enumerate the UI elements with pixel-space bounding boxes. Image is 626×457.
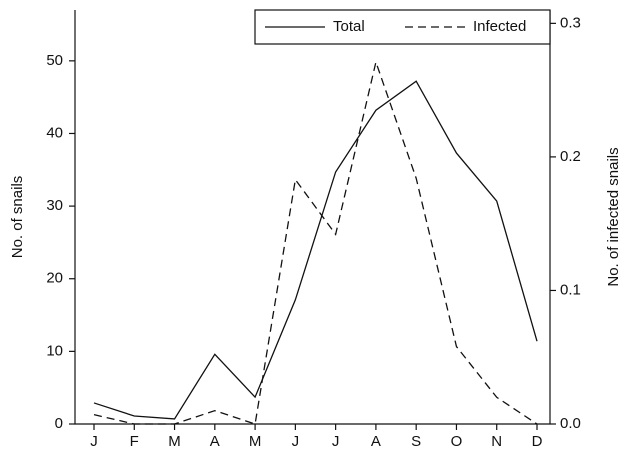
y-axis-label: No. of snails (9, 176, 26, 259)
y-tick-label: 50 (46, 52, 63, 69)
x-tick-label: N (491, 433, 502, 450)
x-tick-label: J (90, 433, 98, 450)
series-line (93, 59, 538, 425)
x-tick-label: A (210, 433, 220, 450)
y-tick-label: 30 (46, 197, 63, 214)
x-tick-label: F (130, 433, 139, 450)
x-tick-label: J (292, 433, 300, 450)
x-tick-label: M (168, 433, 181, 450)
legend-label: Infected (473, 18, 526, 35)
y2-tick-label: 0.3 (560, 14, 581, 31)
y2-tick-label: 0.1 (560, 281, 581, 298)
x-tick-label: A (371, 433, 381, 450)
y2-tick-label: 0.0 (560, 415, 581, 432)
x-tick-label: D (532, 433, 543, 450)
y-tick-label: 40 (46, 124, 63, 141)
x-tick-label: O (451, 433, 463, 450)
y2-tick-label: 0.2 (560, 148, 581, 165)
series-line (93, 80, 538, 420)
y2-axis-label: No. of infected snails (605, 147, 622, 286)
x-tick-label: S (411, 433, 421, 450)
y-tick-label: 20 (46, 270, 63, 287)
y-tick-label: 0 (55, 415, 63, 432)
y-tick-label: 10 (46, 342, 63, 359)
x-tick-label: J (332, 433, 340, 450)
x-tick-label: M (249, 433, 262, 450)
legend-label: Total (333, 18, 365, 35)
axes-frame (74, 10, 551, 425)
